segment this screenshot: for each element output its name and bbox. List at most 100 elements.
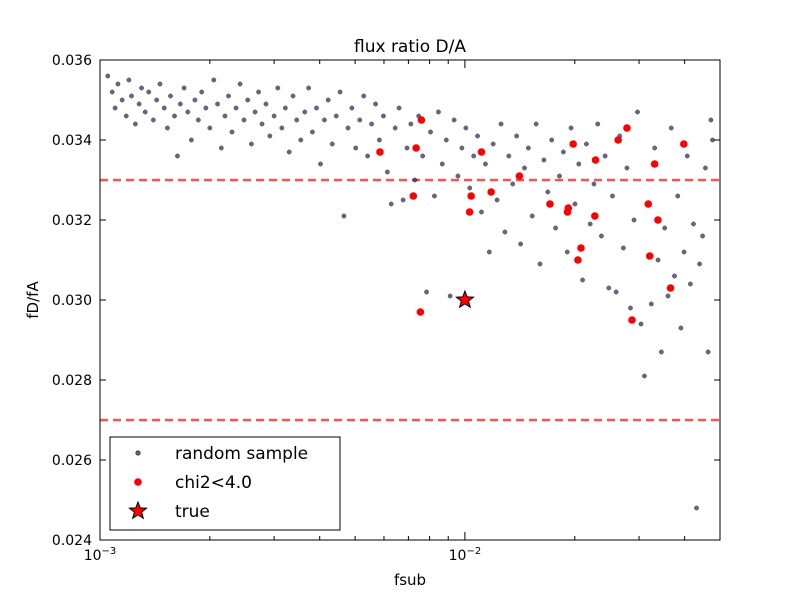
point-random-sample-64 [341, 213, 347, 219]
y-tick-label-4: 0.032 [52, 213, 92, 229]
legend: random sample chi2<4.0 true [109, 436, 341, 531]
point-random-sample-100 [482, 161, 488, 167]
point-chi2-4-0-8 [487, 188, 495, 196]
point-random-sample-112 [529, 213, 535, 219]
point-random-sample-96 [467, 185, 473, 191]
point-random-sample-132 [606, 285, 612, 291]
point-random-sample-103 [494, 197, 500, 203]
point-random-sample-152 [675, 193, 681, 199]
point-true-0 [455, 289, 475, 309]
point-random-sample-87 [431, 193, 437, 199]
y-tick-label-2: 0.028 [52, 373, 92, 389]
point-random-sample-109 [518, 241, 524, 247]
point-chi2-4-0-16 [591, 212, 599, 220]
legend-marker-chi2 [134, 478, 142, 486]
point-random-sample-52 [294, 117, 300, 123]
point-random-sample-120 [560, 149, 566, 155]
point-random-sample-133 [610, 193, 615, 199]
point-random-sample-114 [537, 261, 543, 267]
point-random-sample-36 [233, 105, 239, 111]
legend-label-random-sample: random sample [175, 444, 308, 464]
point-chi2-4-0-9 [515, 172, 524, 180]
chart-title: flux ratio D/A [354, 37, 466, 57]
point-random-sample-43 [259, 121, 265, 127]
point-random-sample-130 [598, 233, 604, 239]
point-random-sample-108 [514, 133, 520, 139]
point-chi2-4-0-12 [564, 204, 573, 212]
point-random-sample-70 [365, 153, 371, 159]
point-chi2-4-0-2 [412, 144, 420, 152]
point-random-sample-10 [139, 85, 145, 91]
y-tick-label-3: 0.030 [52, 293, 92, 309]
point-random-sample-16 [161, 105, 167, 111]
point-random-sample-104 [498, 121, 504, 127]
point-random-sample-59 [321, 117, 327, 123]
point-chi2-4-0-13 [569, 140, 577, 148]
point-random-sample-23 [185, 109, 191, 115]
point-random-sample-34 [226, 93, 231, 99]
point-chi2-4-0-0 [376, 148, 384, 156]
point-random-sample-163 [708, 117, 714, 123]
y-tick-label-1: 0.026 [52, 453, 92, 469]
point-chi2-4-0-5 [465, 208, 474, 216]
point-chi2-4-0-18 [614, 136, 622, 144]
point-random-sample-48 [279, 125, 285, 131]
point-random-sample-11 [142, 109, 148, 115]
point-random-sample-117 [549, 137, 555, 143]
point-random-sample-150 [668, 125, 674, 131]
point-random-sample-157 [691, 221, 696, 227]
point-random-sample-26 [195, 117, 201, 123]
point-random-sample-78 [396, 105, 402, 111]
point-random-sample-160 [700, 233, 706, 239]
legend-marker-star-icon [128, 500, 148, 520]
point-random-sample-32 [218, 145, 224, 151]
point-random-sample-153 [678, 325, 684, 331]
point-random-sample-134 [613, 289, 619, 295]
point-chi2-4-0-15 [577, 244, 585, 252]
y-tick-label-6: 0.036 [52, 53, 92, 69]
point-random-sample-58 [318, 161, 323, 167]
point-random-sample-138 [628, 305, 633, 311]
point-chi2-4-0-23 [650, 160, 659, 168]
point-random-sample-35 [229, 129, 235, 135]
point-random-sample-116 [545, 189, 551, 195]
point-random-sample-76 [388, 201, 394, 207]
point-random-sample-80 [404, 145, 410, 151]
point-random-sample-12 [146, 89, 152, 95]
point-random-sample-73 [376, 137, 382, 143]
point-chi2-4-0-1 [409, 192, 418, 200]
point-random-sample-149 [665, 293, 671, 299]
point-random-sample-8 [132, 121, 138, 127]
point-random-sample-31 [215, 101, 221, 107]
point-random-sample-24 [188, 137, 194, 143]
point-random-sample-89 [439, 161, 445, 167]
point-random-sample-6 [126, 77, 132, 83]
point-random-sample-1 [109, 89, 115, 95]
point-random-sample-40 [248, 141, 254, 147]
point-random-sample-113 [533, 121, 539, 127]
point-random-sample-141 [638, 321, 644, 327]
point-random-sample-161 [702, 165, 708, 171]
point-random-sample-99 [479, 209, 484, 215]
point-random-sample-110 [522, 165, 527, 171]
point-random-sample-97 [471, 153, 477, 159]
point-random-sample-111 [525, 145, 531, 151]
point-random-sample-136 [620, 245, 626, 251]
point-random-sample-148 [662, 225, 668, 231]
point-random-sample-162 [705, 349, 711, 355]
point-random-sample-106 [506, 153, 512, 159]
point-chi2-4-0-17 [591, 156, 600, 164]
point-random-sample-145 [652, 145, 658, 151]
point-random-sample-102 [490, 141, 496, 147]
point-chi2-4-0-10 [546, 200, 554, 208]
y-tick-label-0: 0.024 [52, 533, 92, 549]
point-chi2-4-0-19 [623, 124, 631, 132]
point-random-sample-15 [157, 81, 163, 87]
point-random-sample-55 [306, 85, 312, 91]
point-random-sample-18 [168, 93, 173, 99]
point-random-sample-156 [687, 281, 693, 287]
point-random-sample-33 [222, 113, 228, 119]
point-random-sample-41 [252, 109, 258, 115]
data-points [105, 73, 715, 511]
